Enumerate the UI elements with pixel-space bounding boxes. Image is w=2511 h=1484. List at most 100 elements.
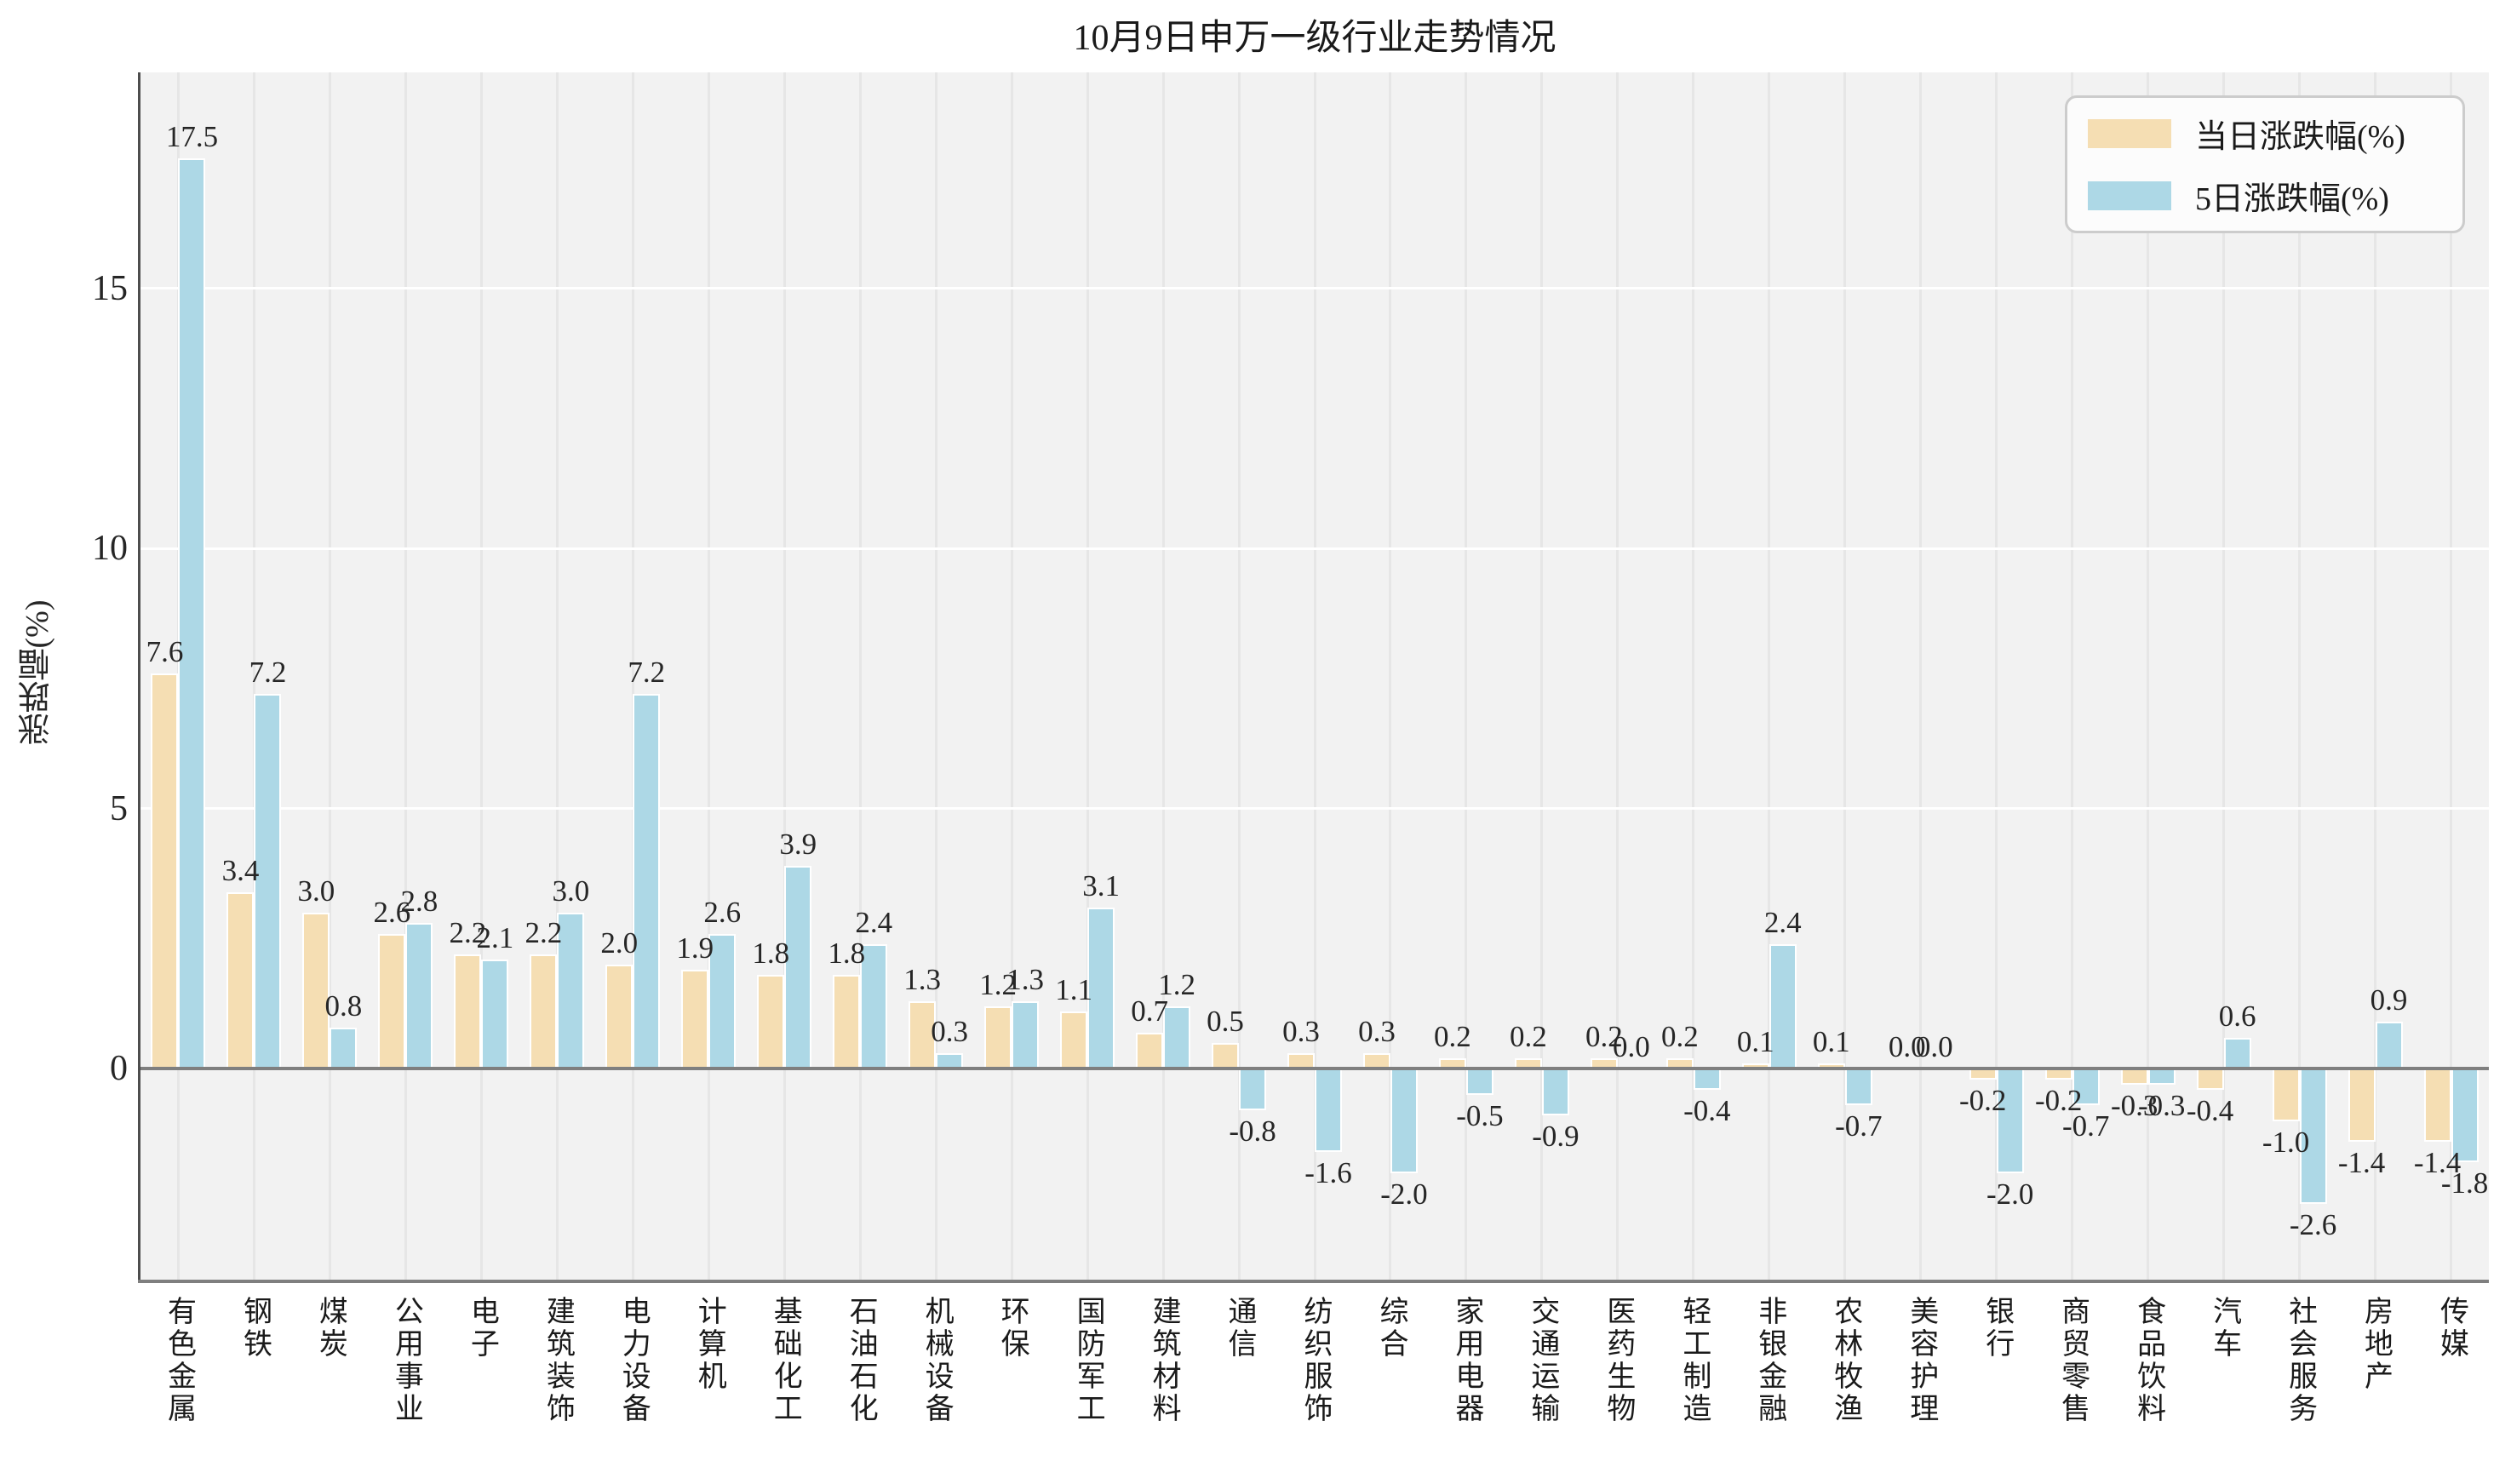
vertical-gridline xyxy=(2222,72,2226,1280)
value-label-5day: 2.6 xyxy=(703,895,742,929)
bar-5day-change xyxy=(178,158,206,1069)
x-category-label: 机械设备 xyxy=(920,1296,953,1425)
vertical-gridline xyxy=(2450,72,2453,1280)
vertical-gridline xyxy=(1616,72,1620,1280)
x-category-label: 建筑材料 xyxy=(1148,1296,1180,1425)
value-label-5day: -0.4 xyxy=(1683,1093,1731,1127)
y-tick-label: 0 xyxy=(110,1049,128,1089)
vertical-gridline xyxy=(934,72,937,1280)
bar-5day-change xyxy=(2375,1022,2403,1069)
legend-swatch-5day-icon xyxy=(2088,180,2171,210)
value-label-5day: 0.9 xyxy=(2370,983,2408,1017)
x-category-label: 传媒 xyxy=(2435,1296,2468,1361)
x-category-label: 基础化工 xyxy=(769,1296,801,1425)
bar-daily-change xyxy=(226,891,255,1069)
value-label-5day: -0.9 xyxy=(1532,1120,1579,1154)
vertical-gridline xyxy=(404,72,407,1280)
vertical-gridline xyxy=(1768,72,1771,1280)
x-category-label: 电子 xyxy=(466,1296,498,1361)
value-label-5day: -2.6 xyxy=(2289,1208,2337,1242)
value-label-5day: 0.6 xyxy=(2218,999,2256,1033)
vertical-gridline xyxy=(1161,72,1165,1280)
value-label-daily: -1.4 xyxy=(2337,1146,2386,1180)
bar-5day-change xyxy=(2299,1069,2327,1205)
y-tick-label: 10 xyxy=(92,529,128,569)
value-label-5day: 1.3 xyxy=(1006,963,1044,996)
bar-5day-change xyxy=(633,694,661,1069)
horizontal-gridline xyxy=(140,807,2489,811)
value-label-daily: 0.1 xyxy=(1812,1025,1850,1059)
bar-5day-change xyxy=(330,1027,358,1069)
bar-5day-change xyxy=(1087,907,1115,1069)
x-category-label: 钢铁 xyxy=(238,1296,271,1361)
value-label-daily: -1.4 xyxy=(2413,1146,2462,1180)
x-category-label: 非银金融 xyxy=(1753,1296,1786,1425)
value-label-5day: 3.9 xyxy=(779,828,817,862)
bar-5day-change xyxy=(1239,1069,1267,1111)
bar-5day-change xyxy=(254,694,282,1069)
bar-daily-change xyxy=(2196,1069,2224,1090)
bar-5day-change xyxy=(1390,1069,1418,1173)
x-category-label: 社会服务 xyxy=(2284,1296,2316,1425)
legend: 当日涨跌幅(%) 5日涨跌幅(%) xyxy=(2065,95,2465,233)
value-label-5day: 17.5 xyxy=(165,119,219,153)
value-label-5day: -2.0 xyxy=(1380,1177,1428,1211)
bar-daily-change xyxy=(2120,1069,2148,1085)
value-label-5day: 2.4 xyxy=(1763,905,1802,939)
x-category-label: 房地产 xyxy=(2359,1296,2392,1393)
bar-daily-change xyxy=(2272,1069,2300,1121)
chart-title: 10月9日申万一级行业走势情况 xyxy=(1073,19,1556,58)
value-label-5day: 2.8 xyxy=(400,885,439,919)
horizontal-gridline xyxy=(140,287,2489,290)
bar-5day-change xyxy=(1012,1001,1040,1069)
value-label-daily: 0.2 xyxy=(1660,1020,1699,1054)
value-label-5day: 0.8 xyxy=(324,988,363,1023)
vertical-gridline xyxy=(2147,72,2150,1280)
vertical-gridline xyxy=(1919,72,1923,1280)
vertical-gridline xyxy=(1010,72,1013,1280)
value-label-daily: 1.3 xyxy=(903,963,942,996)
x-category-label: 建筑装饰 xyxy=(542,1296,574,1425)
vertical-gridline xyxy=(1465,72,1468,1280)
x-category-label: 医药生物 xyxy=(1602,1296,1634,1425)
x-category-label: 环保 xyxy=(996,1296,1029,1361)
vertical-gridline xyxy=(2298,72,2302,1280)
vertical-gridline xyxy=(1540,72,1544,1280)
bar-daily-change xyxy=(757,975,785,1069)
value-label-daily: 1.9 xyxy=(676,931,714,965)
x-category-label: 电力设备 xyxy=(617,1296,650,1425)
x-axis-spine xyxy=(138,1280,2489,1283)
value-label-daily: 3.4 xyxy=(221,853,260,887)
value-label-daily: 3.0 xyxy=(297,874,335,908)
value-label-daily: 2.2 xyxy=(525,915,563,949)
bar-5day-change xyxy=(2147,1069,2176,1085)
horizontal-gridline xyxy=(140,547,2489,550)
value-label-daily: 0.0 xyxy=(1888,1030,1926,1064)
value-label-5day: -0.7 xyxy=(1835,1109,1883,1143)
bar-5day-change xyxy=(1693,1069,1721,1090)
value-label-5day: -2.0 xyxy=(1986,1177,2034,1211)
value-label-daily: -0.4 xyxy=(2186,1093,2234,1127)
value-label-daily: 0.7 xyxy=(1131,994,1168,1028)
x-category-label: 银行 xyxy=(1981,1296,2013,1361)
x-category-label: 汽车 xyxy=(2208,1296,2240,1361)
vertical-gridline xyxy=(631,72,634,1280)
bar-daily-change xyxy=(378,933,406,1069)
x-category-label: 纺织服饰 xyxy=(1299,1296,1331,1425)
value-label-5day: -1.6 xyxy=(1304,1156,1352,1190)
vertical-gridline xyxy=(1086,72,1089,1280)
value-label-5day: 7.2 xyxy=(249,656,287,690)
x-category-label: 通信 xyxy=(1224,1296,1256,1361)
vertical-gridline xyxy=(1389,72,1392,1280)
x-category-label: 商贸零售 xyxy=(2056,1296,2089,1425)
vertical-gridline xyxy=(1237,72,1241,1280)
vertical-gridline xyxy=(2071,72,2074,1280)
x-category-label: 国防军工 xyxy=(1072,1296,1104,1425)
bar-daily-change xyxy=(2348,1069,2376,1143)
value-label-daily: 0.2 xyxy=(1585,1020,1623,1054)
x-category-label: 综合 xyxy=(1374,1296,1407,1361)
vertical-gridline xyxy=(2374,72,2377,1280)
vertical-gridline xyxy=(1843,72,1847,1280)
legend-entry-5day: 5日涨跌幅(%) xyxy=(2088,172,2442,219)
vertical-gridline xyxy=(858,72,862,1280)
